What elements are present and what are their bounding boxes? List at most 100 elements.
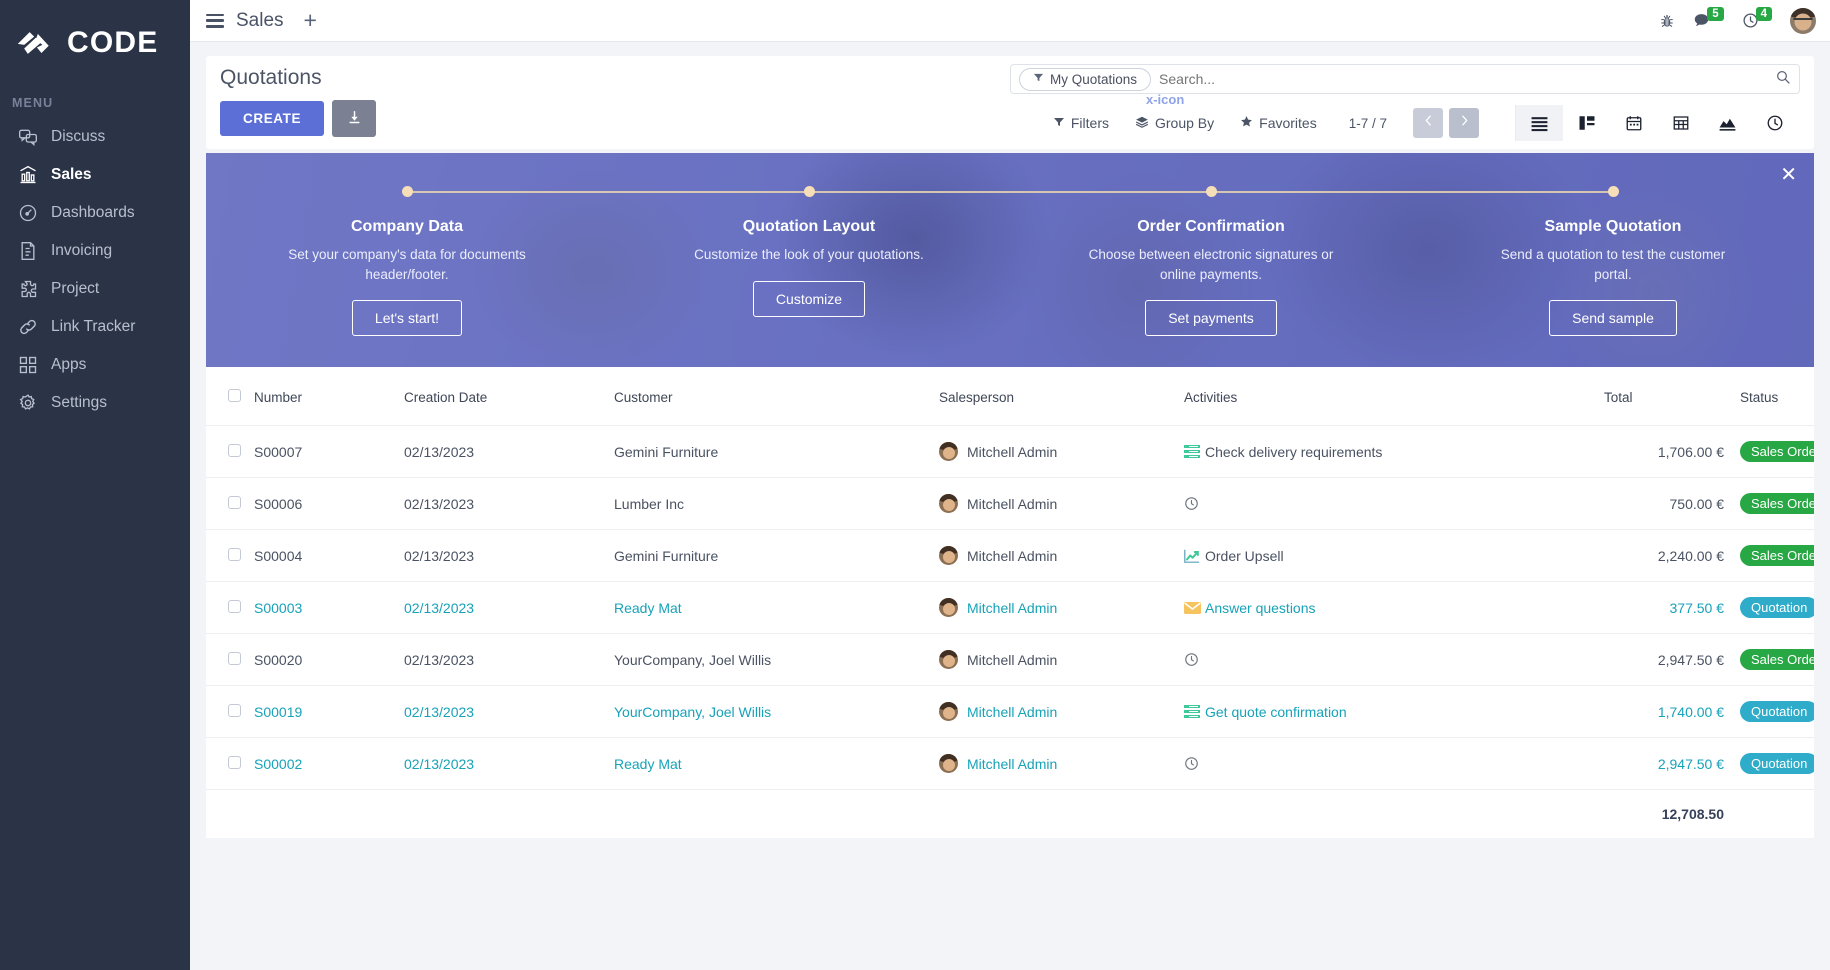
gauge-icon — [18, 203, 38, 223]
activity-view-icon[interactable] — [1751, 105, 1798, 141]
main-area: Sales + 5 4 — [190, 0, 1830, 970]
sidebar-item-link-tracker[interactable]: Link Tracker — [0, 308, 190, 346]
table-header-row: Number Creation Date Customer Salesperso… — [206, 367, 1814, 426]
hamburger-icon[interactable] — [206, 13, 224, 28]
cell-customer: Gemini Furniture — [614, 529, 939, 582]
send-sample-button[interactable]: Send sample — [1549, 300, 1677, 337]
code-logo-icon — [16, 28, 56, 58]
current-app-name[interactable]: Sales — [236, 9, 284, 31]
search-facet-my-quotations[interactable]: My Quotations — [1019, 67, 1152, 91]
column-header-salesperson[interactable]: Salesperson — [939, 367, 1184, 426]
row-checkbox[interactable] — [228, 495, 241, 509]
salesperson-name: Mitchell Admin — [967, 443, 1058, 460]
status-badge: Quotation — [1740, 597, 1814, 618]
graph-view-icon[interactable] — [1704, 105, 1751, 141]
activity-label: Check delivery requirements — [1205, 443, 1383, 460]
table-row[interactable]: S00004 02/13/2023 Gemini Furniture Mitch… — [206, 529, 1814, 582]
layers-icon — [1135, 115, 1149, 132]
table-row[interactable]: S00019 02/13/2023 YourCompany, Joel Will… — [206, 685, 1814, 738]
row-checkbox[interactable] — [228, 755, 241, 769]
search-input[interactable] — [1159, 71, 1775, 87]
import-button[interactable] — [332, 100, 377, 137]
clock-icon[interactable] — [1184, 496, 1199, 511]
column-header-activities[interactable]: Activities — [1184, 367, 1604, 426]
lets-start-button[interactable]: Let's start! — [351, 300, 463, 337]
import-download-icon — [346, 109, 363, 129]
activities-clock-icon[interactable]: 4 — [1742, 6, 1772, 29]
status-badge: Sales Order — [1740, 649, 1814, 670]
quotations-table: Number Creation Date Customer Salesperso… — [206, 367, 1814, 838]
column-header-creation-date[interactable]: Creation Date — [404, 367, 614, 426]
create-button[interactable]: CREATE — [220, 101, 325, 136]
cell-activities[interactable] — [1184, 633, 1604, 686]
row-checkbox[interactable] — [228, 443, 241, 457]
salesperson-name: Mitchell Admin — [967, 651, 1058, 668]
cell-number: S00019 — [254, 685, 404, 738]
filter-icon — [1033, 72, 1044, 86]
cell-total: 2,947.50 € — [1604, 633, 1724, 686]
pivot-view-icon[interactable] — [1657, 105, 1704, 141]
search-icon[interactable] — [1775, 69, 1791, 89]
bug-icon[interactable] — [1659, 13, 1675, 29]
cell-activities[interactable]: Check delivery requirements — [1184, 425, 1604, 478]
clock-icon[interactable] — [1184, 756, 1199, 771]
sidebar-item-invoicing[interactable]: Invoicing — [0, 232, 190, 270]
step-title: Order Confirmation — [1137, 218, 1285, 235]
column-header-status[interactable]: Status — [1724, 367, 1814, 426]
step-description: Send a quotation to test the customer po… — [1500, 247, 1726, 282]
list-view-icon[interactable] — [1516, 105, 1563, 141]
column-header-total[interactable]: Total — [1604, 367, 1724, 426]
kanban-view-icon[interactable] — [1563, 105, 1610, 141]
messages-icon[interactable]: 5 — [1693, 6, 1724, 29]
cell-salesperson: Mitchell Admin — [939, 477, 1184, 530]
select-all-checkbox[interactable] — [228, 389, 241, 402]
row-checkbox[interactable] — [228, 703, 241, 717]
sidebar-item-settings[interactable]: Settings — [0, 384, 190, 422]
salesperson-avatar — [939, 650, 958, 669]
sidebar-item-label: Discuss — [51, 128, 106, 145]
user-avatar[interactable] — [1790, 7, 1816, 34]
column-header-number[interactable]: Number — [254, 367, 404, 426]
close-icon[interactable]: ✕ — [1780, 164, 1797, 186]
pager-counter[interactable]: 1-7 / 7 — [1348, 115, 1387, 131]
table-row[interactable]: S00002 02/13/2023 Ready Mat Mitchell Adm… — [206, 737, 1814, 790]
table-row[interactable]: S00006 02/13/2023 Lumber Inc Mitchell Ad… — [206, 477, 1814, 530]
status-badge: Quotation — [1740, 753, 1814, 774]
cell-activities[interactable] — [1184, 477, 1604, 530]
column-header-customer[interactable]: Customer — [614, 367, 939, 426]
customize-button[interactable]: Customize — [752, 280, 866, 317]
row-checkbox[interactable] — [228, 547, 241, 561]
sidebar-item-discuss[interactable]: Discuss — [0, 118, 190, 156]
cell-creation-date: 02/13/2023 — [404, 477, 614, 530]
sidebar-item-apps[interactable]: Apps — [0, 346, 190, 384]
pager-previous-button[interactable] — [1413, 108, 1443, 138]
favorites-menu[interactable]: Favorites — [1240, 115, 1317, 131]
table-row[interactable]: S00003 02/13/2023 Ready Mat Mitchell Adm… — [206, 581, 1814, 634]
step-description: Set your company's data for documents he… — [288, 247, 526, 282]
systray: 5 4 — [1659, 6, 1816, 34]
row-checkbox[interactable] — [228, 651, 241, 665]
search-bar[interactable]: My Quotations x-icon — [1010, 64, 1800, 107]
salesperson-avatar — [939, 494, 958, 513]
cell-salesperson: Mitchell Admin — [939, 581, 1184, 634]
filters-menu[interactable]: Filters — [1053, 115, 1109, 131]
search-facet-remove-x-icon[interactable]: x-icon — [1146, 92, 1185, 107]
search-facet-label: My Quotations — [1050, 71, 1138, 87]
cell-activities[interactable] — [1184, 737, 1604, 790]
pager-next-button[interactable] — [1449, 108, 1479, 138]
plus-icon[interactable]: + — [303, 7, 317, 33]
set-payments-button[interactable]: Set payments — [1145, 300, 1277, 337]
sidebar-item-sales[interactable]: Sales — [0, 156, 190, 194]
calendar-view-icon[interactable] — [1610, 105, 1657, 141]
cell-activities[interactable]: Get quote confirmation — [1184, 685, 1604, 738]
row-checkbox[interactable] — [228, 599, 241, 613]
table-row[interactable]: S00020 02/13/2023 YourCompany, Joel Will… — [206, 633, 1814, 686]
cell-activities[interactable]: Order Upsell — [1184, 529, 1604, 582]
cell-activities[interactable]: Answer questions — [1184, 581, 1604, 634]
group-by-menu[interactable]: Group By — [1135, 115, 1214, 132]
brand-logo[interactable]: CODE — [0, 0, 190, 82]
sidebar-item-project[interactable]: Project — [0, 270, 190, 308]
table-row[interactable]: S00007 02/13/2023 Gemini Furniture Mitch… — [206, 425, 1814, 478]
clock-icon[interactable] — [1184, 652, 1199, 667]
sidebar-item-dashboards[interactable]: Dashboards — [0, 194, 190, 232]
